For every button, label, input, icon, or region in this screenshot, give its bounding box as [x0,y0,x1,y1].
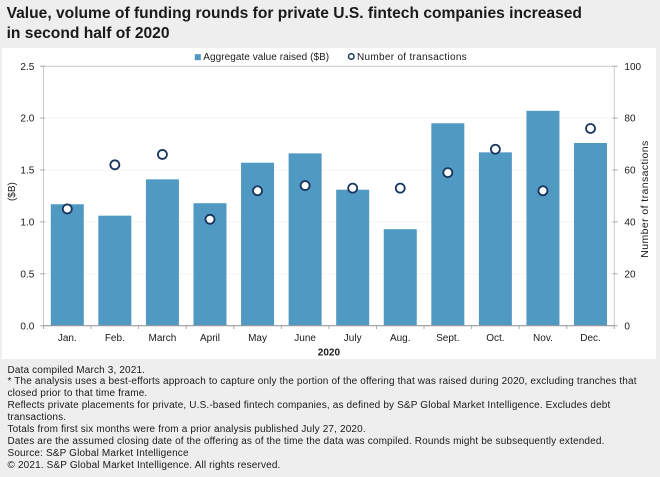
svg-text:80: 80 [624,114,636,125]
svg-text:1.0: 1.0 [20,217,34,228]
svg-text:0.5: 0.5 [20,269,34,280]
svg-text:($B): ($B) [7,182,18,201]
svg-text:0.0: 0.0 [20,321,34,332]
svg-text:100: 100 [624,62,641,73]
svg-text:July: July [344,333,362,344]
svg-text:40: 40 [624,217,636,228]
svg-text:60: 60 [624,166,636,177]
svg-text:0: 0 [624,321,630,332]
svg-text:Aug.: Aug. [390,333,411,344]
svg-text:20: 20 [624,269,636,280]
svg-text:Nov.: Nov. [533,333,553,344]
svg-text:2.0: 2.0 [20,114,34,125]
svg-text:Dec.: Dec. [580,333,601,344]
svg-text:Feb.: Feb. [105,333,125,344]
svg-text:2020: 2020 [318,348,341,359]
svg-text:Number of transactions: Number of transactions [639,140,651,257]
svg-text:May: May [248,333,267,344]
svg-text:Oct.: Oct. [486,333,504,344]
svg-text:Jan.: Jan. [58,333,77,344]
svg-text:Aggregate value raised ($B): Aggregate value raised ($B) [203,52,329,63]
svg-text:April: April [200,333,220,344]
svg-text:Number of transactions: Number of transactions [357,52,467,63]
svg-text:Sept.: Sept. [436,333,459,344]
svg-text:March: March [149,333,177,344]
svg-text:1.5: 1.5 [20,166,34,177]
svg-text:June: June [294,333,316,344]
svg-text:2.5: 2.5 [20,62,34,73]
